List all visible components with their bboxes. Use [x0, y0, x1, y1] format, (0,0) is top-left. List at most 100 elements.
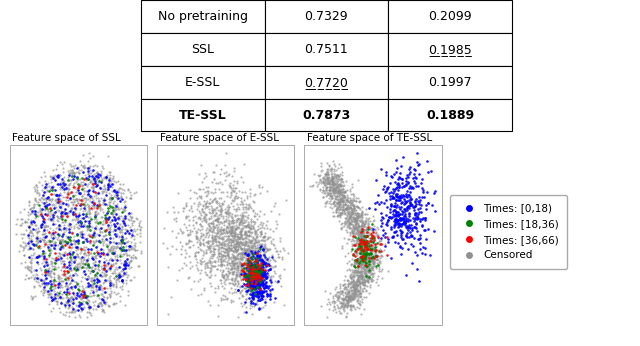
Point — [406, 197, 416, 202]
Point — [191, 230, 202, 235]
Point — [170, 219, 180, 224]
Point — [256, 275, 266, 281]
Point — [252, 265, 262, 270]
Point — [220, 241, 230, 246]
Point — [264, 263, 274, 268]
Point — [67, 286, 77, 291]
Point — [327, 196, 337, 201]
Point — [208, 207, 218, 213]
Point — [69, 206, 79, 211]
Point — [50, 221, 60, 227]
Point — [337, 296, 348, 302]
Point — [198, 202, 209, 208]
Point — [81, 294, 91, 300]
Point — [257, 276, 267, 281]
Point — [29, 228, 40, 233]
Point — [65, 274, 76, 280]
Point — [64, 223, 74, 229]
Point — [36, 210, 47, 215]
Point — [205, 258, 215, 264]
Point — [252, 268, 262, 274]
Point — [232, 201, 242, 207]
Point — [346, 291, 356, 296]
Point — [233, 263, 243, 269]
Point — [328, 180, 339, 185]
Point — [186, 203, 196, 208]
Point — [68, 305, 78, 310]
Point — [335, 201, 345, 207]
Point — [367, 257, 377, 262]
Point — [50, 293, 60, 298]
Point — [22, 246, 33, 252]
Point — [372, 261, 382, 266]
Point — [61, 299, 72, 305]
Point — [324, 185, 335, 190]
Point — [329, 187, 339, 192]
Point — [367, 264, 377, 270]
Point — [406, 242, 416, 247]
Point — [267, 254, 277, 260]
Point — [374, 239, 384, 244]
Point — [209, 263, 219, 269]
Point — [359, 266, 369, 272]
Point — [60, 268, 70, 274]
Point — [224, 209, 234, 215]
Point — [79, 264, 89, 270]
Point — [339, 307, 349, 312]
Point — [77, 202, 88, 207]
Point — [111, 226, 121, 231]
Point — [346, 202, 356, 208]
Point — [45, 239, 55, 244]
Point — [241, 262, 251, 267]
Point — [88, 186, 99, 192]
Point — [198, 251, 209, 256]
Point — [86, 170, 96, 175]
Point — [26, 252, 36, 258]
Point — [353, 224, 364, 229]
Point — [223, 172, 234, 177]
Point — [248, 259, 258, 264]
Point — [117, 253, 127, 258]
Point — [340, 220, 350, 225]
Point — [256, 229, 266, 235]
Point — [353, 275, 363, 280]
Point — [347, 211, 357, 216]
Point — [102, 210, 113, 216]
Point — [238, 263, 248, 269]
Point — [348, 242, 358, 247]
Point — [82, 258, 92, 263]
Point — [30, 188, 40, 194]
Point — [364, 235, 374, 241]
Point — [316, 188, 326, 193]
Point — [196, 207, 207, 212]
Point — [231, 270, 241, 275]
Point — [324, 185, 335, 190]
Point — [105, 183, 115, 188]
Point — [406, 225, 417, 230]
Point — [101, 272, 111, 277]
Point — [90, 271, 100, 276]
Point — [364, 246, 374, 252]
Point — [77, 292, 88, 298]
Point — [212, 200, 223, 206]
Point — [239, 265, 249, 271]
Point — [59, 301, 69, 307]
Point — [276, 256, 287, 262]
Point — [246, 219, 257, 225]
Point — [324, 301, 335, 306]
Point — [257, 258, 267, 264]
Point — [256, 262, 266, 268]
Point — [410, 224, 420, 229]
Point — [95, 202, 105, 208]
Point — [328, 199, 339, 205]
Point — [217, 239, 227, 245]
Point — [214, 195, 225, 201]
Point — [246, 291, 257, 296]
Point — [127, 231, 138, 236]
Point — [403, 175, 413, 180]
Point — [322, 198, 332, 204]
Point — [86, 281, 97, 286]
Point — [117, 273, 127, 279]
Point — [395, 206, 405, 212]
Point — [367, 278, 378, 284]
